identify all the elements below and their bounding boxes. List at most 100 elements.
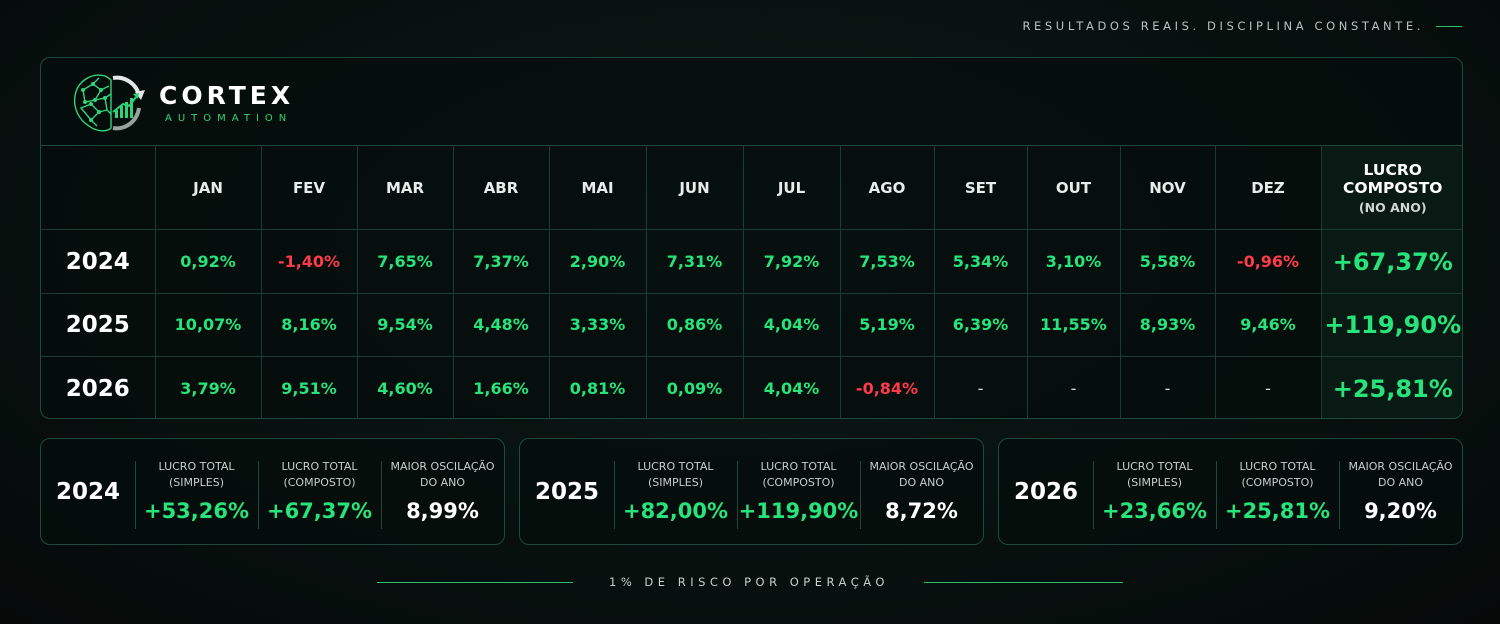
total-header: LUCRO COMPOSTO (NO ANO) <box>1320 144 1462 231</box>
month-header-jan: JAN <box>154 144 262 231</box>
table-row: 2024 0,92% -1,40% 7,65% 7,37% 2,90% 7,31% 7,92%… <box>41 229 1462 294</box>
month-value-cell: 8,16% <box>260 292 358 358</box>
summary-compound-value: +67,37% <box>266 498 373 523</box>
month-value-cell: 5,34% <box>933 229 1028 294</box>
month-header-set: SET <box>933 144 1028 231</box>
summary-simple: LUCRO TOTAL (SIMPLES) +23,66% <box>1093 439 1216 544</box>
month-value-cell: 5,19% <box>839 292 935 358</box>
summary-compound-label1: LUCRO TOTAL <box>281 460 358 473</box>
month-header-nov: NOV <box>1119 144 1216 231</box>
summary-simple-label2: (SIMPLES) <box>1127 475 1182 489</box>
summary-simple-label1: LUCRO TOTAL <box>637 460 714 473</box>
year-label: 2026 <box>41 356 156 418</box>
summary-swing: MAIOR OSCILAÇÃO DO ANO 9,20% <box>1339 439 1462 544</box>
summary-swing-value: 8,99% <box>406 498 479 523</box>
month-value-cell: 0,09% <box>645 356 744 418</box>
summary-year: 2025 <box>534 478 599 505</box>
month-value-cell: 9,54% <box>356 292 454 358</box>
tagline-divider <box>1436 25 1462 27</box>
month-header-abr: ABR <box>452 144 550 231</box>
monthly-results-table: JAN FEV MAR ABR MAI JUN JUL AGO SET OUT NOV DEZ LUCR… <box>41 144 1462 418</box>
summary-swing-label2: DO ANO <box>419 475 466 489</box>
month-value-cell: 1,66% <box>452 356 550 418</box>
brand-subtitle: AUTOMATION <box>165 112 293 124</box>
month-value-cell: 9,51% <box>260 356 358 418</box>
summary-simple-value: +23,66% <box>1101 498 1208 523</box>
year-label: 2024 <box>41 229 156 294</box>
summary-simple: LUCRO TOTAL (SIMPLES) +82,00% <box>614 439 737 544</box>
summary-compound: LUCRO TOTAL (COMPOSTO) +119,90% <box>737 439 860 544</box>
summary-simple-label1: LUCRO TOTAL <box>1116 460 1193 473</box>
month-value-cell: 0,81% <box>548 356 647 418</box>
month-value-cell: 7,53% <box>839 229 935 294</box>
month-value-cell: 0,92% <box>154 229 262 294</box>
summary-swing-label1: MAIOR OSCILAÇÃO <box>1348 460 1453 473</box>
footer-text: 1% DE RISCO POR OPERAÇÃO <box>609 575 889 589</box>
monthly-results-card: CORTEX AUTOMATION JAN FEV MAR ABR MAI JUN JUL A… <box>40 57 1463 419</box>
compound-total-cell: +67,37% <box>1320 229 1462 294</box>
month-header-fev: FEV <box>260 144 358 231</box>
summary-card-2024: 2024 LUCRO TOTAL (SIMPLES) +53,26% LUCRO TOT… <box>40 438 505 545</box>
summary-compound: LUCRO TOTAL (COMPOSTO) +25,81% <box>1216 439 1339 544</box>
month-value-cell: 8,93% <box>1119 292 1216 358</box>
month-header-out: OUT <box>1026 144 1121 231</box>
year-label: 2025 <box>41 292 156 358</box>
month-value-cell: 6,39% <box>933 292 1028 358</box>
summary-simple-value: +82,00% <box>622 498 729 523</box>
month-value-cell: -0,84% <box>839 356 935 418</box>
month-value-cell: 2,90% <box>548 229 647 294</box>
month-value-cell: - <box>1026 356 1121 418</box>
table-row: 2025 10,07% 8,16% 9,54% 4,48% 3,33% 0,86% 4,04%… <box>41 292 1462 358</box>
month-value-cell: 7,31% <box>645 229 744 294</box>
month-value-cell: 7,92% <box>742 229 841 294</box>
summary-year: 2026 <box>1013 478 1078 505</box>
month-value-cell: 3,33% <box>548 292 647 358</box>
summary-compound-label1: LUCRO TOTAL <box>760 460 837 473</box>
month-value-cell: - <box>1119 356 1216 418</box>
summary-swing: MAIOR OSCILAÇÃO DO ANO 8,99% <box>381 439 504 544</box>
summary-compound-label2: (COMPOSTO) <box>1241 475 1314 489</box>
month-value-cell: - <box>1214 356 1322 418</box>
summary-simple-label2: (SIMPLES) <box>648 475 703 489</box>
summary-simple: LUCRO TOTAL (SIMPLES) +53,26% <box>135 439 258 544</box>
summary-swing-label2: DO ANO <box>898 475 945 489</box>
summary-compound-value: +25,81% <box>1224 498 1331 523</box>
month-header-dez: DEZ <box>1214 144 1322 231</box>
summary-swing-value: 8,72% <box>885 498 958 523</box>
summary-simple-label1: LUCRO TOTAL <box>158 460 235 473</box>
month-header-mai: MAI <box>548 144 647 231</box>
month-value-cell: 3,79% <box>154 356 262 418</box>
compound-total-cell: +119,90% <box>1320 292 1462 358</box>
footer: 1% DE RISCO POR OPERAÇÃO <box>0 574 1500 592</box>
month-value-cell: 4,60% <box>356 356 454 418</box>
summary-compound-label1: LUCRO TOTAL <box>1239 460 1316 473</box>
month-value-cell: 0,86% <box>645 292 744 358</box>
footer-line-left <box>377 582 573 583</box>
month-header-mar: MAR <box>356 144 454 231</box>
summary-compound-label2: (COMPOSTO) <box>762 475 835 489</box>
total-header-line1: LUCRO <box>1363 160 1422 179</box>
summary-swing-label1: MAIOR OSCILAÇÃO <box>869 460 974 473</box>
total-header-line2: COMPOSTO <box>1343 179 1443 198</box>
table-row: 2026 3,79% 9,51% 4,60% 1,66% 0,81% 0,09% 4,04% -… <box>41 356 1462 418</box>
month-header-ago: AGO <box>839 144 935 231</box>
month-value-cell: -0,96% <box>1214 229 1322 294</box>
compound-total-cell: +25,81% <box>1320 356 1462 418</box>
month-value-cell: 11,55% <box>1026 292 1121 358</box>
month-value-cell: 7,37% <box>452 229 550 294</box>
summary-swing-label2: DO ANO <box>1377 475 1424 489</box>
corner-cell <box>41 144 156 231</box>
summary-swing-value: 9,20% <box>1364 498 1437 523</box>
total-header-line3: (NO ANO) <box>1358 199 1427 215</box>
month-value-cell: 4,04% <box>742 292 841 358</box>
tagline-text: RESULTADOS REAIS. DISCIPLINA CONSTANTE. <box>1022 19 1424 33</box>
footer-line-right <box>924 582 1123 583</box>
month-header-jul: JUL <box>742 144 841 231</box>
summary-swing: MAIOR OSCILAÇÃO DO ANO 8,72% <box>860 439 983 544</box>
summary-simple-value: +53,26% <box>143 498 250 523</box>
month-value-cell: 3,10% <box>1026 229 1121 294</box>
summary-compound: LUCRO TOTAL (COMPOSTO) +67,37% <box>258 439 381 544</box>
summary-year: 2024 <box>55 478 120 505</box>
month-header-jun: JUN <box>645 144 744 231</box>
brain-chart-logo-icon <box>73 74 145 132</box>
